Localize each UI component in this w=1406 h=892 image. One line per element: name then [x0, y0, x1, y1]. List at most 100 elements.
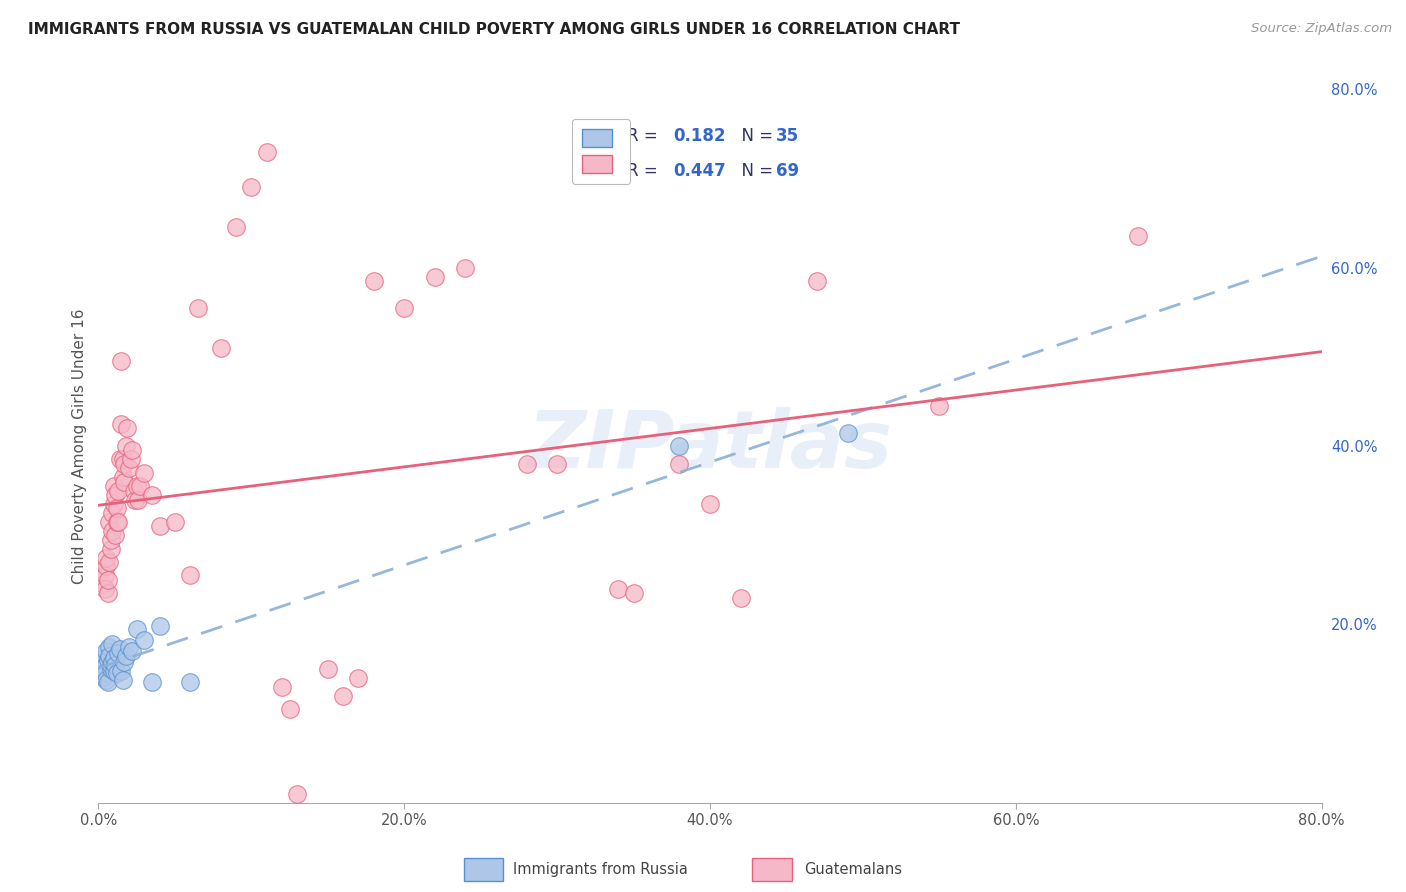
- Point: [110, 664, 132, 678]
- Point: [89, 657, 111, 672]
- Point: [546, 457, 568, 471]
- Point: [256, 145, 278, 159]
- Point: [93, 659, 115, 673]
- Text: R =: R =: [627, 162, 662, 180]
- Text: Guatemalans: Guatemalans: [804, 863, 903, 877]
- Text: Immigrants from Russia: Immigrants from Russia: [513, 863, 688, 877]
- Point: [98, 555, 121, 569]
- Point: [105, 501, 128, 516]
- Point: [104, 657, 127, 672]
- Point: [101, 637, 124, 651]
- Point: [141, 675, 163, 690]
- Point: [94, 550, 117, 565]
- Point: [115, 439, 138, 453]
- Point: [94, 673, 117, 687]
- Text: 69: 69: [776, 162, 799, 180]
- Point: [91, 670, 114, 684]
- Point: [806, 274, 828, 288]
- Point: [107, 515, 129, 529]
- Point: [107, 483, 129, 498]
- Point: [91, 651, 114, 665]
- Point: [94, 644, 117, 658]
- Y-axis label: Child Poverty Among Girls Under 16: Child Poverty Among Girls Under 16: [72, 309, 87, 583]
- Point: [103, 497, 125, 511]
- Point: [209, 341, 232, 355]
- Text: Source: ZipAtlas.com: Source: ZipAtlas.com: [1251, 22, 1392, 36]
- Text: R =: R =: [627, 127, 662, 145]
- Point: [103, 651, 125, 665]
- Point: [98, 640, 121, 654]
- Text: 35: 35: [776, 127, 799, 145]
- Point: [91, 577, 114, 591]
- Point: [90, 564, 112, 578]
- Point: [668, 439, 690, 453]
- Point: [108, 642, 131, 657]
- Point: [93, 582, 115, 596]
- Point: [149, 519, 172, 533]
- Point: [101, 655, 124, 669]
- Point: [120, 452, 142, 467]
- Point: [97, 586, 120, 600]
- Point: [118, 461, 141, 475]
- Point: [98, 515, 121, 529]
- Point: [122, 483, 145, 498]
- Point: [179, 568, 201, 582]
- Point: [100, 533, 122, 547]
- Point: [423, 269, 446, 284]
- Point: [101, 506, 124, 520]
- Point: [240, 180, 263, 194]
- Point: [225, 220, 247, 235]
- Point: [112, 457, 135, 471]
- Point: [97, 653, 120, 667]
- Point: [118, 640, 141, 654]
- Point: [121, 644, 143, 658]
- Point: [134, 633, 156, 648]
- Point: [110, 417, 132, 431]
- Point: [100, 541, 122, 556]
- Point: [104, 528, 127, 542]
- Point: [97, 573, 120, 587]
- Point: [316, 662, 339, 676]
- Point: [115, 648, 138, 663]
- Point: [623, 586, 645, 600]
- Point: [149, 619, 172, 633]
- Point: [98, 648, 121, 663]
- Point: [347, 671, 370, 685]
- Point: [93, 568, 115, 582]
- Point: [94, 559, 117, 574]
- Text: 0.447: 0.447: [673, 162, 725, 180]
- Point: [108, 452, 131, 467]
- Point: [128, 479, 150, 493]
- Point: [454, 260, 477, 275]
- Point: [90, 664, 112, 678]
- Point: [125, 622, 148, 636]
- Legend: , : ,: [572, 119, 630, 184]
- Point: [104, 488, 127, 502]
- Point: [163, 515, 186, 529]
- Point: [270, 680, 292, 694]
- Point: [111, 470, 134, 484]
- Point: [112, 475, 135, 489]
- Point: [125, 479, 148, 493]
- Point: [100, 657, 122, 672]
- Point: [1128, 229, 1150, 244]
- Point: [179, 675, 201, 690]
- Point: [516, 457, 538, 471]
- Point: [332, 689, 354, 703]
- Text: IMMIGRANTS FROM RUSSIA VS GUATEMALAN CHILD POVERTY AMONG GIRLS UNDER 16 CORRELAT: IMMIGRANTS FROM RUSSIA VS GUATEMALAN CHI…: [28, 22, 960, 37]
- Point: [97, 675, 120, 690]
- Point: [607, 582, 630, 596]
- Point: [105, 515, 128, 529]
- Point: [105, 666, 128, 681]
- Point: [112, 655, 135, 669]
- Point: [111, 452, 134, 467]
- Point: [110, 354, 132, 368]
- Point: [668, 457, 690, 471]
- Point: [103, 664, 125, 678]
- Point: [127, 492, 149, 507]
- Point: [107, 646, 129, 660]
- Point: [285, 787, 308, 801]
- Point: [363, 274, 385, 288]
- Point: [392, 301, 416, 315]
- Point: [928, 399, 950, 413]
